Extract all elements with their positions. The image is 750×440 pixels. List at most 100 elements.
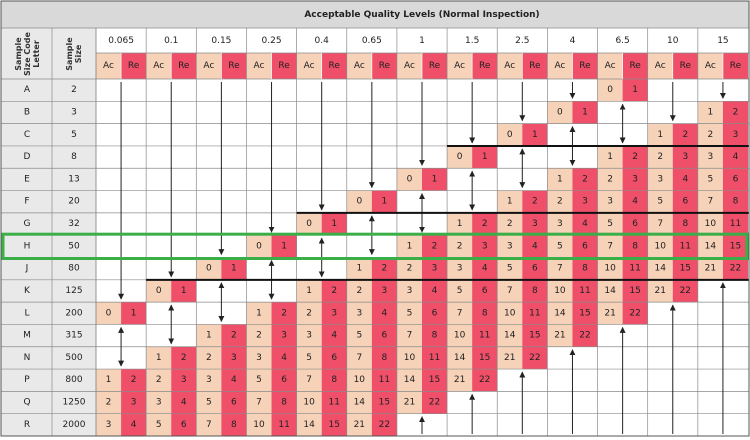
re-value: 8	[231, 420, 237, 430]
ac-cell	[96, 369, 122, 392]
ac-value: 21	[354, 420, 365, 430]
re-cell	[672, 212, 698, 236]
ac-cell	[697, 168, 723, 191]
ac-cell	[396, 235, 422, 258]
re-cell	[221, 346, 247, 370]
re-cell	[271, 302, 297, 325]
ac-value: 21	[404, 398, 415, 408]
re-cell	[171, 391, 197, 414]
ac-header: Ac	[554, 61, 565, 71]
re-cell	[722, 190, 748, 213]
ac-cell	[246, 346, 272, 370]
ac-value: 2	[507, 219, 513, 229]
ac-cell	[547, 190, 573, 213]
ac-cell	[96, 302, 122, 325]
re-header: Re	[329, 61, 341, 71]
re-value: 2	[682, 130, 688, 140]
ac-value: 5	[708, 174, 714, 184]
ac-cell	[647, 257, 673, 280]
ac-cell	[697, 145, 723, 169]
re-value: 15	[529, 331, 540, 341]
re-header: Re	[128, 61, 140, 71]
ac-value: 3	[156, 398, 162, 408]
re-value: 6	[733, 174, 739, 184]
code-letter: M	[23, 331, 31, 341]
re-cell	[221, 413, 247, 436]
ac-cell	[346, 257, 372, 280]
re-cell	[371, 369, 397, 392]
re-value: 4	[582, 219, 588, 229]
re-value: 11	[680, 241, 691, 251]
ac-value: 2	[708, 130, 714, 140]
ac-cell	[447, 279, 473, 303]
ac-cell	[547, 302, 573, 325]
re-header: Re	[730, 61, 742, 71]
ac-value: 5	[356, 331, 362, 341]
re-value: 8	[331, 375, 337, 385]
re-value: 1	[582, 107, 588, 117]
ac-value: 0	[256, 241, 262, 251]
code-letter: J	[25, 264, 29, 274]
ac-value: 10	[354, 375, 366, 385]
code-letter: C	[24, 130, 30, 140]
ac-header: Ac	[504, 61, 515, 71]
re-cell	[472, 324, 498, 347]
re-cell	[121, 413, 147, 436]
re-header-cell	[472, 53, 498, 79]
re-cell	[371, 279, 397, 303]
aql-level: 10	[667, 36, 679, 46]
ac-cell	[246, 235, 272, 258]
ac-value: 2	[106, 398, 112, 408]
re-value: 8	[382, 353, 388, 363]
ac-cell	[697, 190, 723, 213]
ac-value: 14	[604, 286, 616, 296]
ac-cell	[597, 302, 623, 325]
re-cell	[221, 257, 247, 280]
re-header: Re	[579, 61, 591, 71]
sample-size: 1250	[63, 398, 86, 408]
re-cell	[572, 324, 598, 347]
ac-header: Ac	[103, 61, 114, 71]
sample-size: 125	[65, 286, 82, 296]
ac-value: 3	[507, 241, 513, 251]
re-value: 2	[733, 107, 739, 117]
ac-cell	[697, 212, 723, 236]
sample-size: 50	[68, 241, 80, 251]
re-cell	[722, 257, 748, 280]
re-cell	[422, 369, 448, 392]
re-value: 22	[529, 353, 540, 363]
ac-cell	[196, 369, 222, 392]
code-letter-header: Sample Size Code Letter	[13, 31, 41, 76]
code-letter: D	[24, 152, 31, 162]
ac-cell	[346, 302, 372, 325]
re-cell	[522, 346, 548, 370]
ac-cell	[597, 190, 623, 213]
re-value: 3	[532, 219, 538, 229]
re-cell	[472, 346, 498, 370]
ac-value: 14	[303, 420, 315, 430]
left-cell	[1, 101, 96, 124]
re-cell	[371, 257, 397, 280]
re-cell	[271, 235, 297, 258]
re-cell	[422, 324, 448, 347]
re-cell	[522, 212, 548, 236]
re-value: 22	[730, 264, 741, 274]
left-cell	[1, 369, 96, 392]
ac-cell	[597, 212, 623, 236]
aql-level: 0.15	[211, 36, 231, 46]
ac-cell	[497, 279, 523, 303]
re-value: 1	[432, 174, 438, 184]
ac-header-cell	[246, 53, 272, 79]
ac-cell	[296, 302, 322, 325]
ac-cell	[447, 235, 473, 258]
aql-level: 1	[419, 36, 425, 46]
re-cell	[271, 324, 297, 347]
re-value: 15	[329, 420, 340, 430]
ac-value: 2	[557, 197, 563, 207]
left-cell	[1, 413, 96, 436]
re-cell	[422, 346, 448, 370]
re-cell	[572, 190, 598, 213]
ac-header-cell	[547, 53, 573, 79]
re-cell	[422, 279, 448, 303]
ac-header-cell	[296, 53, 322, 79]
